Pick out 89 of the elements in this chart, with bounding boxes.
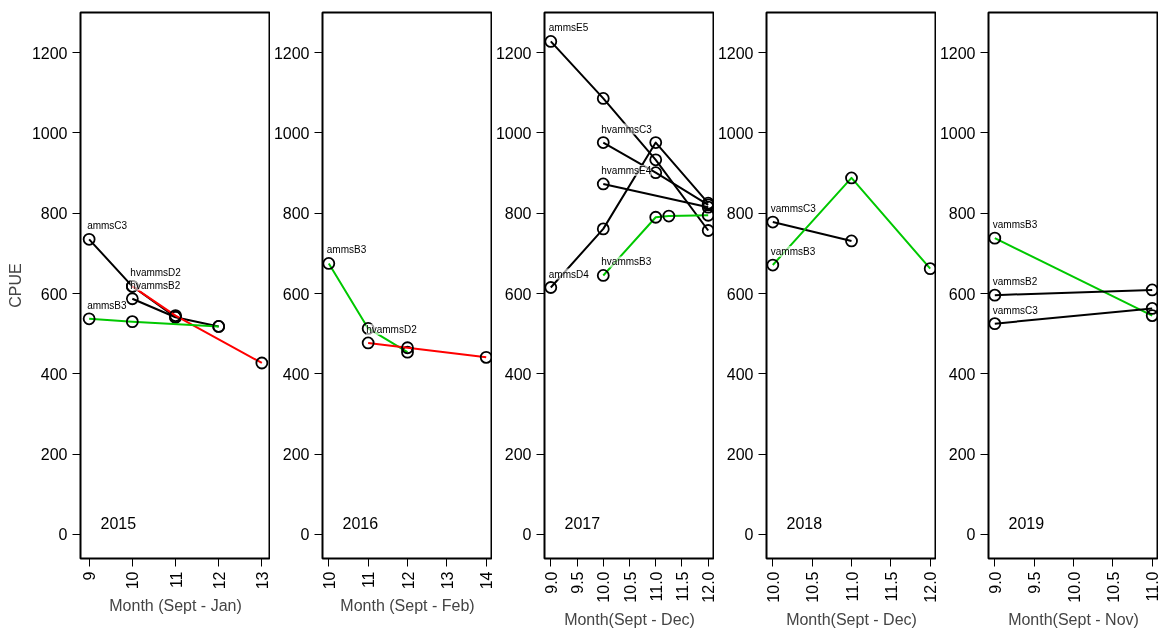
x-tick-label: 10 xyxy=(320,571,338,590)
annotation: vammsC3 xyxy=(992,304,1039,316)
y-tick-label: 400 xyxy=(282,365,310,383)
y-tick-label: 400 xyxy=(726,365,754,383)
y-tick-label: 1000 xyxy=(495,124,532,142)
annotation: vammsB3 xyxy=(992,219,1038,231)
annotation: hvammsE4 xyxy=(601,164,652,176)
x-tick-label: 11.0 xyxy=(843,571,861,602)
annotation: ammsB3 xyxy=(326,244,367,256)
y-tick-label: 600 xyxy=(726,285,754,303)
x-tick-label: 9 xyxy=(81,571,99,581)
y-tick-label: 1200 xyxy=(31,44,68,62)
y-tick-label: 1200 xyxy=(939,44,976,62)
annotation: vammsC3 xyxy=(770,203,817,215)
x-tick-label: 13 xyxy=(438,571,456,590)
y-tick-label: 600 xyxy=(504,285,532,303)
y-tick-label: 200 xyxy=(948,446,976,464)
y-tick-label: 800 xyxy=(282,205,310,223)
y-tick-label: 200 xyxy=(726,446,754,464)
annotation: vammsB3 xyxy=(770,246,816,258)
x-tick-label: 11 xyxy=(360,571,378,589)
y-tick-label: 200 xyxy=(40,446,68,464)
annotation: hvammsB2 xyxy=(130,279,181,291)
y-tick-label: 800 xyxy=(948,205,976,223)
annotation: hvammsD2 xyxy=(366,323,418,335)
annotation: 2018 xyxy=(786,514,823,532)
x-tick-label: 11.5 xyxy=(673,571,691,602)
x-tick-label: 11.0 xyxy=(647,571,665,602)
x-tick-label: 12.0 xyxy=(700,571,718,603)
y-tick-label: 1000 xyxy=(939,124,976,142)
y-tick-label: 800 xyxy=(504,205,532,223)
x-axis-title: Month (Sept - Jan) xyxy=(109,597,242,615)
x-tick-label: 10.0 xyxy=(1065,571,1083,603)
y-tick-label: 800 xyxy=(40,205,68,223)
x-tick-label: 9.0 xyxy=(986,571,1004,594)
y-tick-label: 400 xyxy=(504,365,532,383)
y-tick-label: 0 xyxy=(522,526,532,544)
annotation: hvammsB3 xyxy=(601,256,652,268)
x-tick-label: 9.5 xyxy=(569,571,587,594)
annotation: vammsB2 xyxy=(992,276,1038,288)
x-tick-label: 10.0 xyxy=(595,571,613,603)
x-axis-title: Month(Sept - Nov) xyxy=(1008,610,1139,628)
x-tick-label: 9.0 xyxy=(542,571,560,594)
x-tick-label: 14 xyxy=(478,571,496,590)
y-tick-label: 0 xyxy=(300,526,310,544)
x-axis-title: Month(Sept - Dec) xyxy=(564,610,695,628)
annotation: 2015 xyxy=(100,514,137,532)
y-tick-label: 1000 xyxy=(273,124,310,142)
annotation: 2019 xyxy=(1008,514,1045,532)
annotation: ammsD4 xyxy=(548,268,590,280)
x-tick-label: 12 xyxy=(399,571,417,590)
y-tick-label: 200 xyxy=(504,446,532,464)
x-axis-title: Month(Sept - Dec) xyxy=(786,610,917,628)
x-tick-label: 11 xyxy=(167,571,185,589)
x-tick-label: 11.0 xyxy=(1144,571,1161,602)
y-tick-label: 800 xyxy=(726,205,754,223)
y-tick-label: 400 xyxy=(40,365,68,383)
y-tick-label: 1000 xyxy=(717,124,754,142)
y-tick-label: 0 xyxy=(744,526,754,544)
y-tick-label: 1200 xyxy=(717,44,754,62)
y-tick-label: 1200 xyxy=(273,44,310,62)
y-tick-label: 200 xyxy=(282,446,310,464)
y-tick-label: 0 xyxy=(966,526,976,544)
x-axis-title: Month (Sept - Feb) xyxy=(340,597,475,615)
x-tick-label: 13 xyxy=(253,571,271,590)
x-tick-label: 9.5 xyxy=(1026,571,1044,594)
annotation: 2017 xyxy=(564,514,601,532)
y-tick-label: 1000 xyxy=(31,124,68,142)
x-tick-label: 10.5 xyxy=(804,571,822,603)
annotation: hvammsD2 xyxy=(130,267,182,279)
y-axis-title: CPUE xyxy=(6,263,24,308)
y-tick-label: 1200 xyxy=(495,44,532,62)
x-tick-label: 12 xyxy=(210,571,228,590)
x-tick-label: 10.5 xyxy=(621,571,639,603)
x-tick-label: 10.0 xyxy=(764,571,782,603)
y-tick-label: 600 xyxy=(40,285,68,303)
x-tick-label: 10.5 xyxy=(1104,571,1122,603)
y-tick-label: 600 xyxy=(948,285,976,303)
x-tick-label: 12.0 xyxy=(922,571,940,603)
y-tick-label: 600 xyxy=(282,285,310,303)
annotation: ammsC3 xyxy=(87,220,128,232)
x-tick-label: 11.5 xyxy=(882,571,900,602)
x-tick-label: 10 xyxy=(124,571,142,590)
annotation: 2016 xyxy=(342,514,379,532)
y-tick-label: 0 xyxy=(58,526,68,544)
annotation: ammsE5 xyxy=(548,22,589,34)
annotation: hvammsC3 xyxy=(601,123,653,135)
y-tick-label: 400 xyxy=(948,365,976,383)
annotation: ammsB3 xyxy=(87,299,128,311)
